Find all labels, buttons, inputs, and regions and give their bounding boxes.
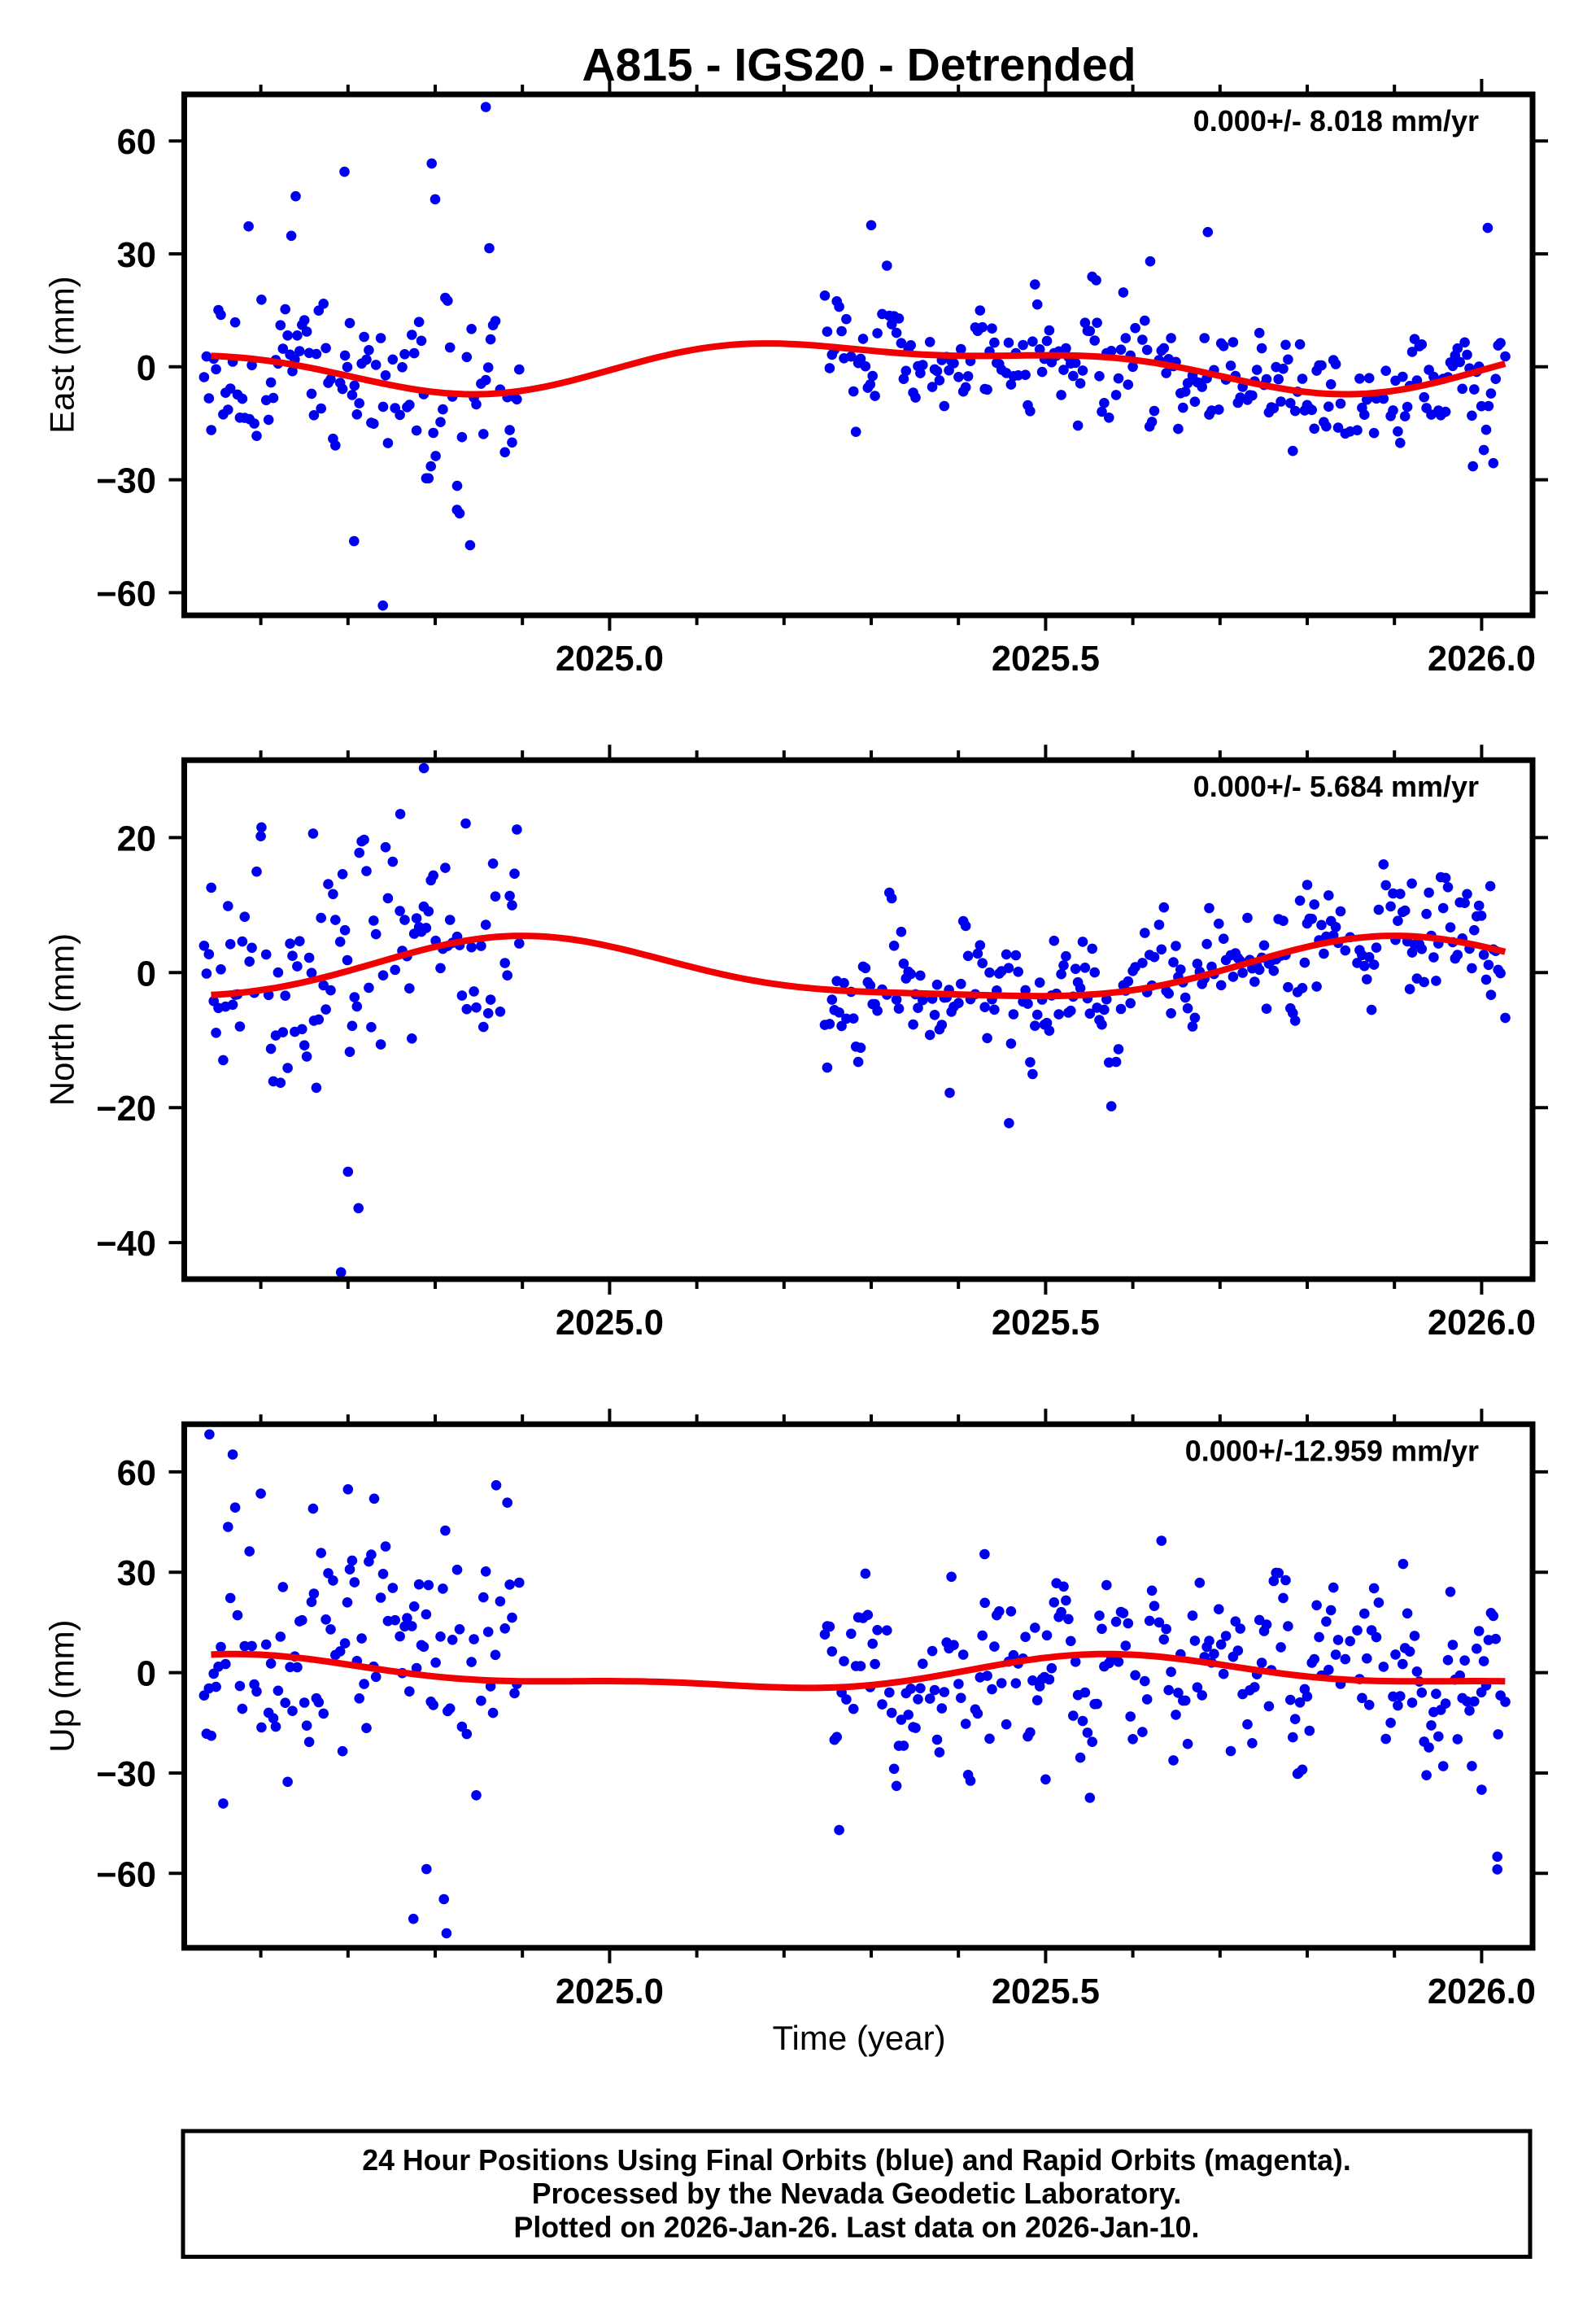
svg-text:2026.0: 2026.0 <box>1428 1304 1536 1343</box>
svg-text:0: 0 <box>137 1655 156 1694</box>
svg-text:2025.0: 2025.0 <box>556 1972 664 2011</box>
svg-text:2026.0: 2026.0 <box>1428 1972 1536 2011</box>
svg-text:20: 20 <box>117 819 156 858</box>
svg-text:0.000+/-12.959 mm/yr: 0.000+/-12.959 mm/yr <box>1185 1434 1479 1467</box>
svg-text:30: 30 <box>117 1554 156 1593</box>
svg-text:−40: −40 <box>96 1225 156 1264</box>
svg-text:Up (mm): Up (mm) <box>43 1619 81 1752</box>
svg-text:Plotted on 2026-Jan-26. Last d: Plotted on 2026-Jan-26. Last data on 202… <box>514 2212 1200 2244</box>
svg-text:24 Hour Positions Using Final: 24 Hour Positions Using Final Orbits (bl… <box>362 2144 1350 2177</box>
svg-text:60: 60 <box>117 1454 156 1493</box>
svg-text:2025.0: 2025.0 <box>556 640 664 679</box>
svg-text:0.000+/- 5.684 mm/yr: 0.000+/- 5.684 mm/yr <box>1193 770 1479 803</box>
svg-text:2026.0: 2026.0 <box>1428 640 1536 679</box>
svg-text:−60: −60 <box>96 1855 156 1894</box>
svg-text:2025.5: 2025.5 <box>992 1304 1100 1343</box>
svg-text:2025.0: 2025.0 <box>556 1304 664 1343</box>
svg-text:Processed by the Nevada Geodet: Processed by the Nevada Geodetic Laborat… <box>532 2177 1182 2210</box>
svg-text:0: 0 <box>137 954 156 994</box>
svg-text:0.000+/- 8.018 mm/yr: 0.000+/- 8.018 mm/yr <box>1193 104 1479 138</box>
svg-text:North (mm): North (mm) <box>43 933 81 1106</box>
svg-text:−20: −20 <box>96 1090 156 1129</box>
svg-text:30: 30 <box>117 236 156 275</box>
svg-text:A815 - IGS20 - Detrended: A815 - IGS20 - Detrended <box>582 39 1136 91</box>
svg-text:0: 0 <box>137 349 156 388</box>
svg-text:East (mm): East (mm) <box>43 276 81 434</box>
svg-text:−60: −60 <box>96 574 156 614</box>
svg-text:Time (year): Time (year) <box>772 2019 945 2057</box>
svg-text:−30: −30 <box>96 1755 156 1794</box>
svg-text:−30: −30 <box>96 462 156 501</box>
svg-text:2025.5: 2025.5 <box>992 640 1100 679</box>
svg-text:2025.5: 2025.5 <box>992 1972 1100 2011</box>
svg-text:60: 60 <box>117 123 156 162</box>
